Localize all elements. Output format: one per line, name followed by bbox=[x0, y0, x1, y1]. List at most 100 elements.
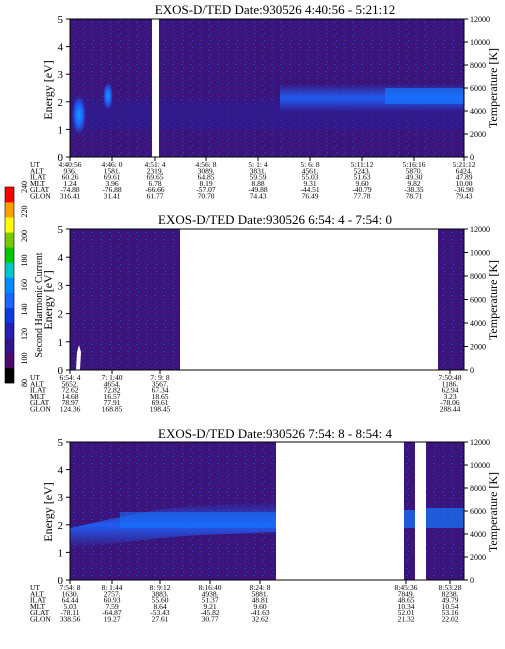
orbit-cell: -74.88 bbox=[60, 185, 80, 194]
orbit-cell: 49.30 bbox=[406, 173, 423, 182]
orbit-cell: 22.02 bbox=[442, 615, 459, 624]
energy-tick-label: 5 bbox=[58, 224, 64, 236]
colorbar-segment bbox=[5, 262, 14, 278]
orbit-cell: 316.41 bbox=[60, 192, 81, 201]
orbit-cell: 31.41 bbox=[104, 192, 121, 201]
orbit-cell: 1581. bbox=[104, 166, 121, 175]
orbit-cell: 8: 9:12 bbox=[149, 583, 170, 592]
orbit-row-label: GLAT bbox=[30, 185, 50, 194]
panel-3-ylabel-right: Temperature [K] bbox=[486, 472, 500, 552]
panel-3-right-axis: 0 2000 4000 6000 8000 10000 12000 bbox=[464, 438, 490, 585]
panel-1-warm-core bbox=[385, 88, 463, 104]
colorbar-segment bbox=[5, 337, 14, 354]
energy-tick-label: 0 bbox=[58, 575, 64, 587]
panel-1-ylabel-right: Temperature [K] bbox=[486, 48, 500, 128]
panel-2-ylabel-right: Temperature [K] bbox=[486, 260, 500, 340]
orbit-cell: 53.16 bbox=[442, 608, 459, 617]
colorbar-tick-label: 160 bbox=[20, 279, 29, 291]
orbit-cell: -53.43 bbox=[150, 608, 170, 617]
orbit-cell: 4:40:56 bbox=[59, 160, 82, 169]
temperature-tick-label: 12000 bbox=[470, 225, 490, 234]
orbit-cell: 69.61 bbox=[104, 173, 121, 182]
orbit-cell: 79.43 bbox=[456, 192, 473, 201]
orbit-cell: 69.65 bbox=[147, 173, 164, 182]
orbit-cell: 27.61 bbox=[152, 615, 169, 624]
orbit-cell: 77.91 bbox=[104, 398, 121, 407]
temperature-tick-label: 8000 bbox=[470, 61, 486, 70]
orbit-cell: 7.59 bbox=[105, 602, 118, 611]
temperature-tick-label: 6000 bbox=[470, 507, 486, 516]
orbit-cell: -66.66 bbox=[145, 185, 165, 194]
panel-2-data-right bbox=[438, 229, 464, 370]
colorbar-segment bbox=[5, 247, 14, 263]
orbit-cell: 4561. bbox=[302, 166, 319, 175]
panel-2-spike bbox=[76, 345, 81, 370]
colorbar-label: Second Harmonic Current bbox=[34, 252, 45, 357]
panel-2: EXOS-D/TED Date:930526 6:54: 4 - 7:54: 0… bbox=[30, 212, 500, 414]
panel-2-ylabel: Energy [eV] bbox=[41, 270, 55, 329]
orbit-cell: 198.45 bbox=[150, 405, 171, 414]
orbit-cell: 338.56 bbox=[60, 615, 81, 624]
orbit-cell: 4938. bbox=[202, 589, 219, 598]
panel-1-title: EXOS-D/TED Date:930526 4:40:56 - 5:21:12 bbox=[155, 2, 395, 17]
orbit-cell: 60.93 bbox=[104, 596, 121, 605]
colorbar-segment bbox=[5, 202, 14, 218]
orbit-cell: 4:56: 8 bbox=[195, 160, 216, 169]
orbit-cell: 21.32 bbox=[398, 615, 415, 624]
temperature-tick-label: 8000 bbox=[470, 484, 486, 493]
panel-3: EXOS-D/TED Date:930526 7:54: 8 - 8:54: 4… bbox=[30, 426, 500, 624]
orbit-cell: 8:53:28 bbox=[439, 583, 462, 592]
panel-2-left-axis: 0 1 2 3 4 5 bbox=[58, 224, 70, 377]
temperature-tick-label: 2000 bbox=[470, 343, 486, 352]
orbit-cell: -78.06 bbox=[440, 398, 460, 407]
orbit-cell: 8:45:36 bbox=[395, 583, 418, 592]
colorbar-tick-label: 220 bbox=[20, 206, 29, 218]
orbit-cell: 60.26 bbox=[62, 173, 79, 182]
orbit-cell: 78.97 bbox=[62, 398, 79, 407]
temperature-tick-label: 12000 bbox=[470, 438, 490, 447]
panel-1-left-axis: 0 1 2 3 4 5 bbox=[58, 14, 70, 164]
orbit-cell: 18.65 bbox=[152, 392, 169, 401]
energy-tick-label: 1 bbox=[58, 124, 64, 136]
colorbar-tick-label: 240 bbox=[20, 181, 29, 193]
orbit-row-label: ILAT bbox=[30, 386, 47, 395]
temperature-tick-label: 4000 bbox=[470, 319, 486, 328]
orbit-cell: 30.77 bbox=[202, 615, 219, 624]
orbit-cell: 51.63 bbox=[354, 173, 371, 182]
orbit-cell: 10.00 bbox=[456, 179, 473, 188]
panel-3-features bbox=[70, 502, 464, 548]
orbit-cell: 4:51: 4 bbox=[144, 160, 165, 169]
temperature-tick-label: 6000 bbox=[470, 296, 486, 305]
orbit-cell: 6.78 bbox=[148, 179, 161, 188]
orbit-row-label: GLON bbox=[30, 615, 51, 624]
orbit-row-label: GLAT bbox=[30, 398, 50, 407]
colorbar-tick-label: 100 bbox=[20, 353, 29, 365]
orbit-cell: -64.87 bbox=[102, 608, 122, 617]
orbit-cell: -44.51 bbox=[300, 185, 320, 194]
orbit-cell: -57.07 bbox=[196, 185, 216, 194]
energy-tick-label: 3 bbox=[58, 492, 64, 504]
orbit-cell: 9.82 bbox=[407, 179, 420, 188]
orbit-cell: 70.70 bbox=[198, 192, 215, 201]
orbit-cell: 14.68 bbox=[62, 392, 79, 401]
orbit-cell: 124.36 bbox=[60, 405, 81, 414]
orbit-cell: 62.94 bbox=[442, 386, 459, 395]
orbit-row-label: UT bbox=[30, 583, 40, 592]
orbit-cell: 67.34 bbox=[152, 386, 169, 395]
colorbar-tick-label: 120 bbox=[20, 328, 29, 340]
orbit-cell: 3567. bbox=[152, 379, 169, 388]
energy-tick-label: 3 bbox=[58, 69, 64, 81]
colorbar: 80 100 120 140 160 180 200 220 240 Second Harmon… bbox=[4, 181, 45, 387]
temperature-tick-label: 0 bbox=[470, 153, 474, 162]
colorbar-segment bbox=[5, 307, 14, 323]
orbit-cell: 77.78 bbox=[354, 192, 371, 201]
orbit-row-label: ILAT bbox=[30, 596, 47, 605]
colorbar-segment bbox=[5, 352, 14, 369]
orbit-cell: 5:16:16 bbox=[403, 160, 426, 169]
colorbar-segment bbox=[5, 277, 14, 293]
orbit-cell: 19.27 bbox=[104, 615, 121, 624]
energy-tick-label: 4 bbox=[58, 465, 64, 477]
